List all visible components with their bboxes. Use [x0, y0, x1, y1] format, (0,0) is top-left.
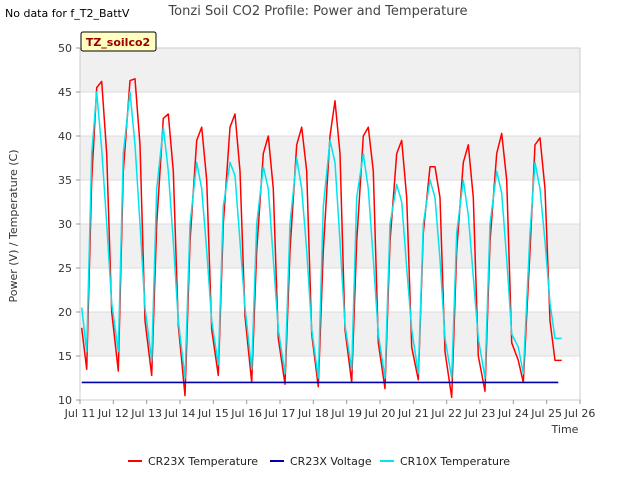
background-band: [80, 92, 580, 136]
x-tick-label: Jul 12: [97, 407, 129, 420]
y-tick-label: 20: [58, 306, 72, 319]
x-tick-label: Jul 14: [164, 407, 196, 420]
x-tick-label: Jul 15: [197, 407, 229, 420]
site-tag-label: TZ_soilco2: [86, 36, 150, 49]
y-tick-label: 40: [58, 130, 72, 143]
background-band: [80, 356, 580, 400]
legend-label: CR10X Temperature: [400, 455, 510, 468]
y-tick-label: 30: [58, 218, 72, 231]
legend-label: CR23X Temperature: [148, 455, 258, 468]
x-tick-label: Jul 16: [230, 407, 262, 420]
background-band: [80, 48, 580, 92]
y-tick-label: 25: [58, 262, 72, 275]
x-tick-label: Jul 19: [330, 407, 362, 420]
y-tick-label: 15: [58, 350, 72, 363]
site-tag-box: [80, 31, 157, 52]
series-line-cr10x-temperature: [80, 91, 562, 379]
y-tick-label: 45: [58, 86, 72, 99]
plot-background: [80, 48, 580, 400]
site-tag-badge: TZ_soilco2: [80, 31, 157, 52]
series-line-cr23x-temperature: [80, 78, 562, 399]
y-tick-label: 10: [58, 394, 72, 407]
x-tick-label: Jul 13: [130, 407, 162, 420]
legend: CR23X Temperature CR23X Voltage CR10X Temp…: [128, 455, 510, 468]
series-layer: [80, 78, 562, 399]
x-tick-label: Jul 26: [564, 407, 596, 420]
x-tick-label: Jul 21: [397, 407, 429, 420]
background-band: [80, 224, 580, 268]
y-tick-label: 35: [58, 174, 72, 187]
legend-label: CR23X Voltage: [290, 455, 372, 468]
x-tick-label: Jul 25: [530, 407, 562, 420]
y-tick-label: 50: [58, 42, 72, 55]
no-data-note: No data for f_T2_BattV: [5, 7, 130, 20]
chart-title: Tonzi Soil CO2 Profile: Power and Temper…: [167, 4, 467, 19]
x-tick-label: Jul 20: [364, 407, 396, 420]
y-axis-label: Power (V) / Temperature (C): [7, 149, 20, 302]
background-band: [80, 268, 580, 312]
x-tick-label: Jul 23: [464, 407, 496, 420]
x-axis-label: Time: [551, 423, 579, 436]
x-tick-label: Jul 24: [497, 407, 529, 420]
x-tick-label: Jul 17: [264, 407, 296, 420]
x-tick-label: Jul 22: [430, 407, 462, 420]
background-band: [80, 312, 580, 356]
background-band: [80, 180, 580, 224]
x-tick-label: Jul 11: [64, 407, 96, 420]
x-tick-label: Jul 18: [297, 407, 329, 420]
